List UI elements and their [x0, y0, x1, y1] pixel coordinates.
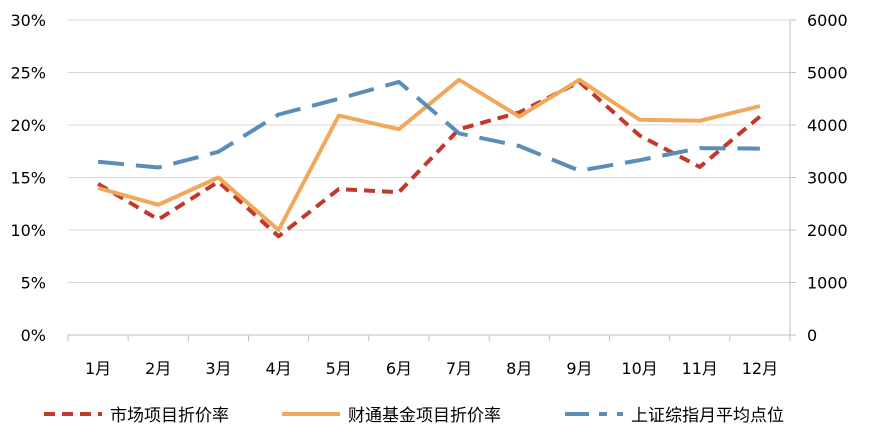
left-tick-label: 20% — [10, 116, 46, 135]
x-tick-label: 4月 — [265, 359, 291, 378]
left-tick-label: 25% — [10, 64, 46, 83]
series-line-2 — [97, 77, 761, 232]
right-tick-label: 5000 — [807, 64, 848, 83]
series-lines — [97, 77, 762, 239]
series-line-3 — [97, 79, 760, 173]
legend-label: 财通基金项目折价率 — [348, 406, 501, 426]
x-tick-label: 10月 — [621, 359, 657, 378]
right-tick-label: 2000 — [807, 221, 848, 240]
right-tick-label: 3000 — [807, 169, 848, 188]
right-tick-label: 1000 — [807, 274, 848, 293]
right-tick-label: 0 — [807, 326, 817, 345]
x-tick-label: 5月 — [326, 359, 352, 378]
left-tick-label: 0% — [21, 326, 46, 345]
right-axis-ticks: 0 1000 2000 3000 4000 5000 6000 — [807, 11, 848, 345]
gridlines — [68, 19, 790, 283]
x-tick-label: 3月 — [205, 359, 231, 378]
x-tick-label: 7月 — [446, 359, 472, 378]
x-tick-label: 11月 — [682, 359, 718, 378]
x-tick-label: 9月 — [566, 359, 592, 378]
left-tick-label: 5% — [21, 274, 46, 293]
axes — [67, 19, 796, 341]
x-tick-label: 6月 — [386, 359, 412, 378]
left-tick-label: 10% — [10, 221, 46, 240]
x-axis-ticks: 1月 2月 3月 4月 5月 6月 7月 8月 9月 10月 11月 12月 — [85, 359, 778, 378]
x-tick-label: 8月 — [506, 359, 532, 378]
legend: 市场项目折价率 财通基金项目折价率 上证综指月平均点位 — [44, 406, 784, 426]
left-tick-label: 30% — [10, 11, 46, 30]
legend-label: 市场项目折价率 — [110, 406, 229, 426]
right-tick-label: 4000 — [807, 116, 848, 135]
right-tick-label: 6000 — [807, 11, 848, 30]
x-tick-label: 2月 — [145, 359, 171, 378]
left-tick-label: 15% — [10, 169, 46, 188]
x-tick-label: 1月 — [85, 359, 111, 378]
left-axis-ticks: 0% 5% 10% 15% 20% 25% 30% — [10, 11, 46, 345]
legend-label: 上证综指月平均点位 — [631, 406, 784, 426]
x-tick-label: 12月 — [742, 359, 778, 378]
series-line-1 — [97, 79, 762, 239]
